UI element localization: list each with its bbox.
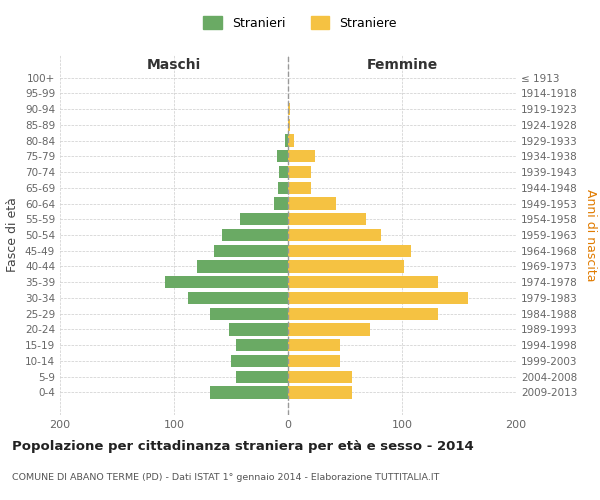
Y-axis label: Anni di nascita: Anni di nascita (584, 188, 597, 281)
Bar (197, 260, 288, 272)
Bar (288, 118, 290, 131)
Bar (288, 355, 340, 367)
Bar (288, 244, 411, 257)
Bar (288, 229, 382, 241)
Bar (288, 166, 311, 178)
Bar (211, 386, 288, 398)
Text: Popolazione per cittadinanza straniera per età e sesso - 2014: Popolazione per cittadinanza straniera p… (12, 440, 474, 453)
Text: COMUNE DI ABANO TERME (PD) - Dati ISTAT 1° gennaio 2014 - Elaborazione TUTTITALI: COMUNE DI ABANO TERME (PD) - Dati ISTAT … (12, 473, 439, 482)
Bar (288, 292, 468, 304)
Bar (288, 260, 404, 272)
Bar (274, 198, 288, 209)
Bar (240, 213, 288, 226)
Bar (222, 229, 288, 241)
Bar (236, 370, 288, 383)
Bar (288, 182, 311, 194)
Bar (236, 339, 288, 351)
Bar (288, 386, 352, 398)
Bar (188, 292, 288, 304)
Bar (284, 134, 288, 146)
Bar (288, 308, 439, 320)
Bar (288, 103, 290, 115)
Bar (214, 244, 288, 257)
Bar (288, 213, 365, 226)
Bar (278, 182, 288, 194)
Bar (288, 324, 370, 336)
Bar (288, 276, 439, 288)
Bar (277, 150, 288, 162)
Bar (288, 150, 316, 162)
Bar (288, 134, 294, 146)
Text: Maschi: Maschi (147, 58, 201, 72)
Bar (288, 370, 352, 383)
Bar (211, 308, 288, 320)
Bar (288, 339, 340, 351)
Bar (165, 276, 288, 288)
Y-axis label: Fasce di età: Fasce di età (7, 198, 19, 272)
Legend: Stranieri, Straniere: Stranieri, Straniere (198, 11, 402, 35)
Text: Femmine: Femmine (367, 58, 437, 72)
Bar (279, 166, 288, 178)
Bar (229, 324, 288, 336)
Bar (288, 198, 336, 209)
Bar (231, 355, 288, 367)
